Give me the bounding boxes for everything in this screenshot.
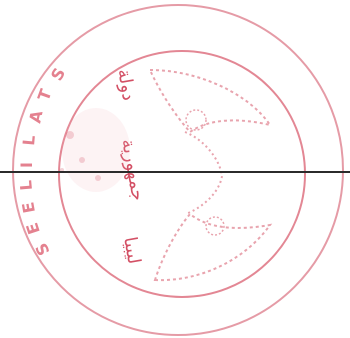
svg-text:I: I bbox=[17, 162, 36, 168]
svg-text:S: S bbox=[47, 65, 69, 84]
svg-text:E: E bbox=[22, 220, 43, 236]
svg-text:L: L bbox=[16, 179, 36, 191]
svg-text:A: A bbox=[25, 108, 46, 125]
outer-ring-letters: S T A L I L E E S bbox=[16, 65, 69, 259]
emblem-mark bbox=[60, 68, 273, 282]
inner-ring bbox=[58, 50, 306, 298]
svg-text:E: E bbox=[18, 201, 39, 215]
svg-text:T: T bbox=[34, 87, 56, 104]
svg-text:S: S bbox=[31, 240, 53, 259]
outer-ring bbox=[12, 4, 344, 336]
svg-text:L: L bbox=[19, 135, 39, 147]
svg-text:ليبيا: ليبيا bbox=[119, 235, 144, 265]
svg-text:دولة: دولة bbox=[113, 67, 139, 102]
